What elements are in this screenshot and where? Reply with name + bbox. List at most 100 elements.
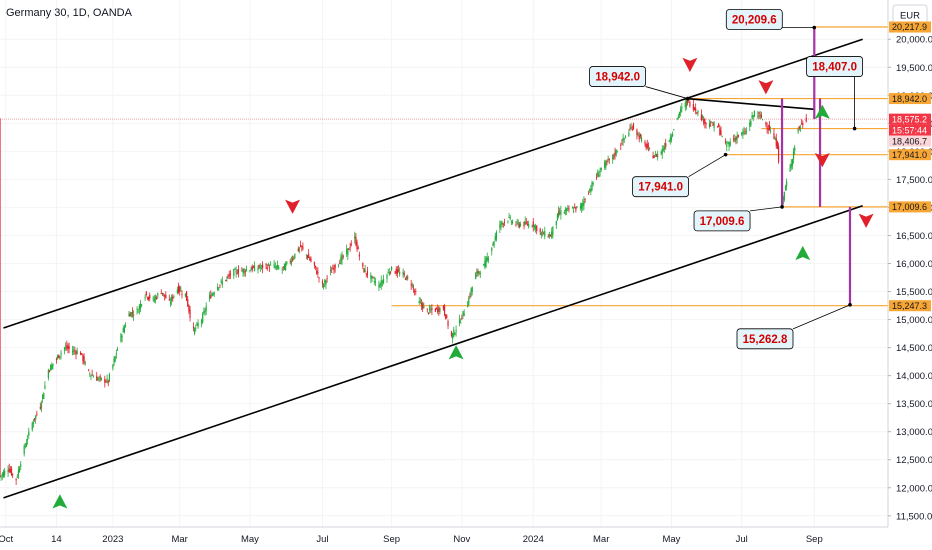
candle-body bbox=[23, 445, 25, 454]
price-tag: 18,575.2 bbox=[889, 113, 931, 125]
candle-body bbox=[478, 271, 480, 274]
candle-up bbox=[0, 475, 2, 481]
candle-down bbox=[363, 267, 365, 273]
candle-up bbox=[556, 213, 559, 221]
candle-up bbox=[121, 334, 123, 343]
candle-down bbox=[766, 122, 768, 134]
candle-body bbox=[799, 127, 802, 129]
candle-up bbox=[599, 167, 601, 177]
candle-body bbox=[233, 269, 235, 276]
candle-body bbox=[35, 415, 37, 419]
candle-up bbox=[708, 119, 711, 129]
candle-down bbox=[621, 138, 623, 145]
callout: 17,941.0 bbox=[632, 152, 728, 198]
callouts: 20,209.6 18,407.0 18,942.0 17,941.0 17,009.6… bbox=[589, 9, 863, 350]
candle-body bbox=[116, 348, 119, 351]
candle-up bbox=[234, 267, 236, 270]
candle-body bbox=[700, 114, 703, 120]
candle-up bbox=[204, 308, 206, 317]
candle-body bbox=[672, 133, 674, 137]
candle-body bbox=[192, 326, 195, 329]
candle-down bbox=[236, 269, 238, 275]
candle-body bbox=[129, 314, 131, 317]
time-tick-label: Sep bbox=[383, 534, 400, 545]
candle-down bbox=[129, 311, 131, 317]
candle-up bbox=[259, 263, 261, 272]
candle-down bbox=[575, 206, 577, 213]
candle-up bbox=[670, 133, 673, 143]
candle-up bbox=[637, 131, 639, 137]
candle-down bbox=[348, 248, 350, 250]
candle-up bbox=[591, 180, 593, 192]
candle-body bbox=[502, 223, 504, 225]
candle-body bbox=[258, 265, 260, 268]
candle-body bbox=[549, 235, 552, 237]
candle-body bbox=[130, 312, 132, 317]
candle-body bbox=[202, 313, 204, 323]
candle-down bbox=[168, 294, 170, 302]
candle-body bbox=[169, 301, 172, 304]
candle-up bbox=[243, 268, 245, 277]
candle-body bbox=[98, 377, 100, 379]
candle-body bbox=[692, 104, 694, 110]
candle-body bbox=[415, 290, 417, 292]
candle-body bbox=[261, 264, 264, 269]
candle-body bbox=[200, 320, 203, 323]
candle-body bbox=[597, 172, 599, 177]
candle-body bbox=[47, 370, 49, 378]
currency-label: EUR bbox=[900, 11, 920, 22]
candle-down bbox=[297, 246, 299, 253]
candle-body bbox=[616, 151, 618, 153]
candle-up bbox=[783, 191, 785, 202]
time-axis[interactable]: Oct 14 2023 Mar May Jul Sep Nov 2024 Mar May Jul Sep bbox=[0, 526, 888, 545]
candle-up bbox=[18, 466, 21, 473]
candle-body bbox=[332, 267, 334, 270]
candle-up bbox=[742, 128, 744, 139]
candle-body bbox=[349, 246, 351, 249]
candle-up bbox=[56, 354, 59, 360]
candle-down bbox=[251, 264, 253, 273]
candle-body bbox=[249, 270, 251, 272]
candle-body bbox=[509, 217, 511, 219]
candle-up bbox=[761, 119, 764, 121]
candle-up bbox=[305, 254, 307, 260]
down-arrow-marker bbox=[858, 213, 874, 228]
candle-down bbox=[568, 205, 570, 213]
candle-body bbox=[736, 136, 738, 140]
candle-up bbox=[405, 275, 408, 281]
candle-up bbox=[592, 181, 594, 187]
candle-body bbox=[555, 220, 557, 226]
candle-body bbox=[721, 135, 723, 137]
candle-down bbox=[695, 103, 697, 115]
candle-up bbox=[508, 213, 510, 219]
candle-body bbox=[544, 230, 546, 237]
candle-body bbox=[638, 136, 640, 140]
candle-body bbox=[414, 291, 416, 293]
callout-box bbox=[736, 328, 794, 350]
candle-body bbox=[131, 312, 134, 314]
candle-down bbox=[187, 296, 189, 308]
candle-down bbox=[725, 138, 727, 145]
candle-up bbox=[510, 220, 512, 226]
candle-body bbox=[503, 221, 506, 223]
candle-body bbox=[686, 99, 689, 104]
candle-body bbox=[646, 144, 648, 148]
candle-down bbox=[310, 256, 312, 263]
candle-up bbox=[274, 262, 276, 270]
price-tag: 20,217.9 bbox=[889, 21, 931, 33]
candle-up bbox=[663, 142, 666, 153]
candle-body bbox=[293, 257, 295, 260]
candle-body bbox=[395, 268, 397, 274]
candle-up bbox=[423, 302, 425, 309]
candle-body bbox=[404, 278, 407, 280]
candle-body bbox=[579, 205, 582, 209]
candle-up bbox=[71, 345, 74, 356]
price-axis[interactable]: 11,500.0 12,000.0 12,500.0 13,000.0 13,500.0… bbox=[887, 0, 932, 527]
callout-anchor-dot bbox=[685, 96, 690, 101]
candle-body bbox=[84, 362, 86, 364]
candle-body bbox=[88, 369, 90, 371]
candle-body bbox=[0, 118, 1, 477]
candle-down bbox=[526, 221, 529, 226]
candle-up bbox=[500, 220, 502, 231]
